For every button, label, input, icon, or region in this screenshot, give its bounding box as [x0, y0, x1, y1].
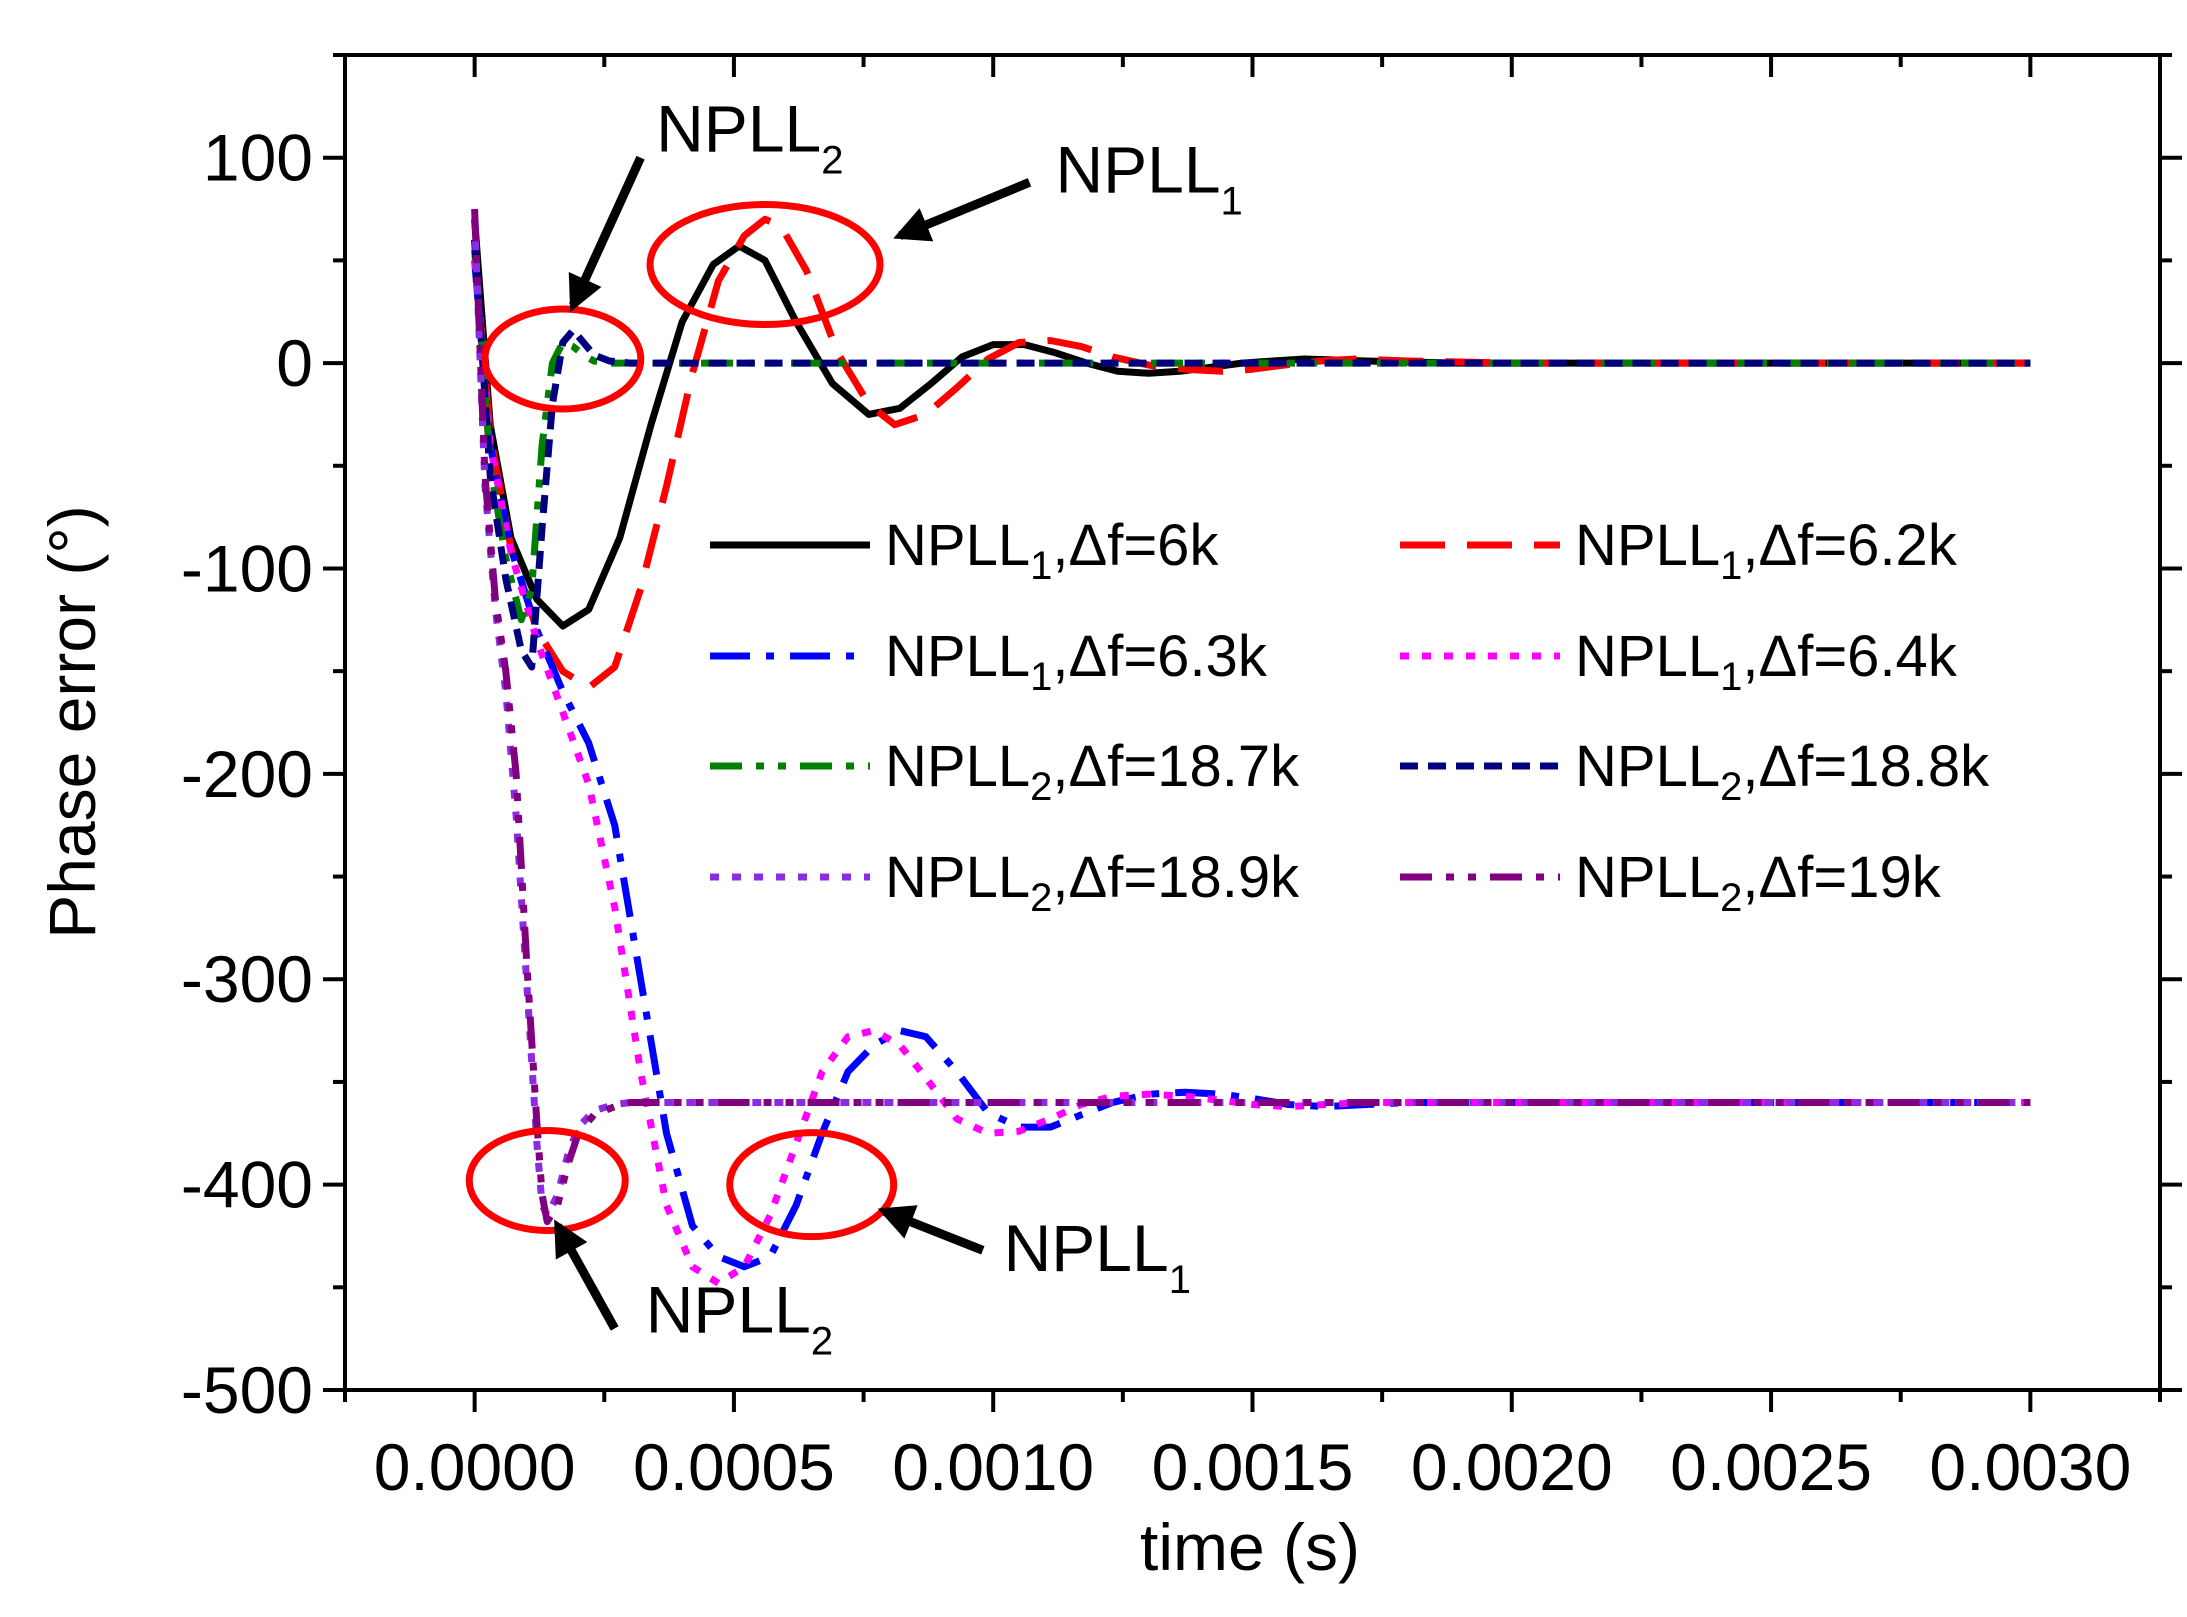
annotation-label-npll1-bottom: NPLL1	[1004, 1211, 1191, 1302]
y-tick-label: 100	[203, 121, 313, 195]
y-tick-labels: 100 0 -100 -200 -300 -400 -500	[181, 121, 313, 1427]
x-tick-labels: 0.0000 0.0005 0.0010 0.0015 0.0020 0.0025 0.00…	[374, 1430, 2132, 1504]
annotation-ellipse-npll1-top	[646, 200, 884, 328]
legend-label-3: NPLL1,Δf=6.3k	[885, 624, 1268, 699]
plot-frame	[343, 53, 2162, 1392]
axis-ticks	[323, 53, 2182, 1412]
series-line-2	[471, 215, 2031, 692]
series-line-6	[471, 239, 2031, 671]
annotation-label-npll2-bottom: NPLL2	[646, 1272, 833, 1363]
legend: NPLL1,Δf=6k NPLL1,Δf=6.2k NPLL1,Δf=6.3k NPL…	[710, 513, 1990, 920]
legend-label-6: NPLL2,Δf=18.8k	[1575, 734, 1990, 809]
y-tick-label: -200	[181, 737, 313, 811]
annotation-ellipse-npll2-bottom	[465, 1127, 629, 1235]
legend-label-2: NPLL1,Δf=6.2k	[1575, 513, 1958, 588]
x-tick-label: 0.0025	[1670, 1430, 1872, 1504]
y-tick-label: -300	[181, 942, 313, 1016]
y-axis-title: Phase error (°)	[35, 505, 109, 939]
x-axis-title: time (s)	[1140, 1510, 1360, 1584]
annotation-arrow-npll1-top	[893, 178, 1032, 242]
y-tick-label: -500	[181, 1353, 313, 1427]
y-tick-label: 0	[276, 326, 313, 400]
x-tick-label: 0.0015	[1152, 1430, 1354, 1504]
series-line-5	[471, 239, 2031, 624]
x-tick-label: 0.0010	[892, 1430, 1094, 1504]
legend-label-7: NPLL2,Δf=18.9k	[885, 845, 1300, 920]
annotation-arrow-npll2-top	[568, 155, 645, 313]
annotation-ellipse-npll2-top	[481, 305, 645, 413]
series-layer	[471, 208, 2031, 1287]
legend-label-1: NPLL1,Δf=6k	[885, 513, 1219, 588]
series-line-8	[471, 208, 2031, 1226]
legend-label-4: NPLL1,Δf=6.4k	[1575, 624, 1958, 699]
annotation-ellipse-npll1-bottom	[726, 1129, 898, 1241]
annotation-label-npll1-top: NPLL1	[1055, 133, 1242, 224]
series-line-3	[471, 260, 2031, 1271]
annotation-label-npll2-top: NPLL2	[656, 92, 843, 183]
legend-label-8: NPLL2,Δf=19k	[1575, 845, 1942, 920]
y-tick-label: -400	[181, 1148, 313, 1222]
annotation-arrow-npll2-bottom	[553, 1219, 619, 1331]
x-tick-label: 0.0005	[633, 1430, 835, 1504]
annotations: NPLL2 NPLL1 NPLL2 NPLL1	[465, 92, 1243, 1363]
x-tick-label: 0.0020	[1411, 1430, 1613, 1504]
annotation-arrow-npll1-bottom	[877, 1205, 985, 1255]
x-tick-label: 0.0030	[1929, 1430, 2131, 1504]
y-tick-label: -100	[181, 531, 313, 605]
legend-label-5: NPLL2,Δf=18.7k	[885, 734, 1300, 809]
x-tick-label: 0.0000	[374, 1430, 576, 1504]
